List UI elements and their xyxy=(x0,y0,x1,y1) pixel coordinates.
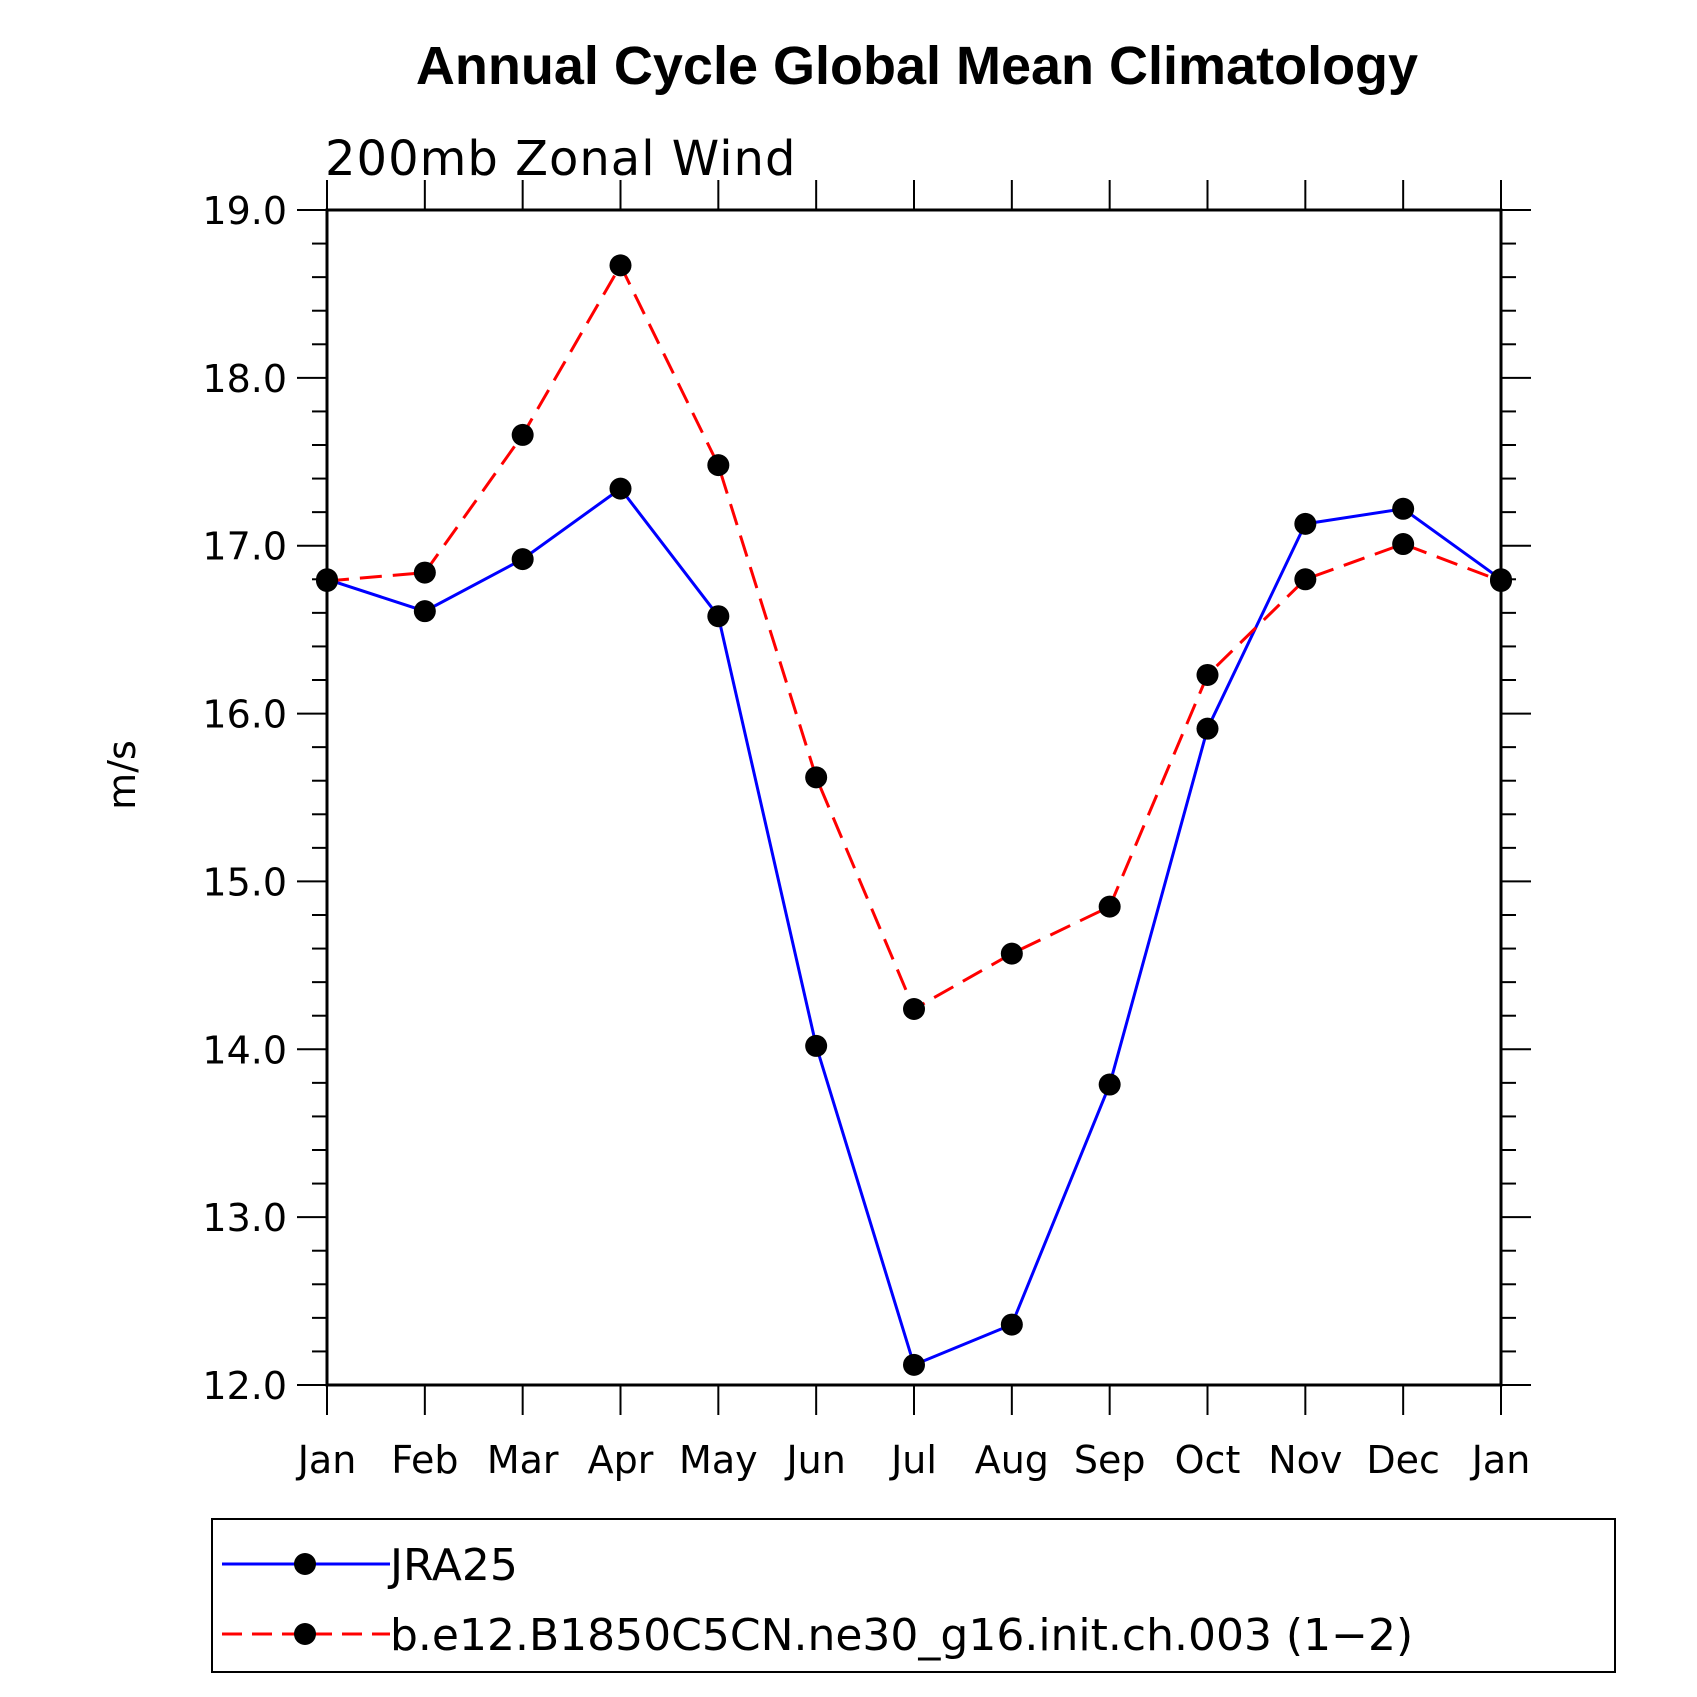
data-point-1 xyxy=(1000,942,1023,965)
y-axis-label: m/s xyxy=(100,740,144,810)
x-tick-label: Mar xyxy=(487,1438,559,1482)
x-tick-labels: Jan Feb Mar Apr May Jun Jul Aug Sep Oct Nov Dec Jan xyxy=(296,1438,1531,1482)
data-point-0 xyxy=(1000,1313,1023,1336)
x-tick-label: Oct xyxy=(1175,1438,1241,1482)
y-tick-labels: 12.0 13.0 14.0 15.0 16.0 17.0 18.0 19.0 xyxy=(202,189,287,1408)
x-tick-label: Sep xyxy=(1074,1438,1146,1482)
y-tick-label: 13.0 xyxy=(202,1196,287,1240)
x-tick-label: Feb xyxy=(391,1438,458,1482)
series-points xyxy=(316,254,1512,1376)
series-lines xyxy=(326,262,1502,1367)
data-point-1 xyxy=(707,454,730,477)
axis-ticks xyxy=(297,180,1531,1415)
y-tick-label: 15.0 xyxy=(202,860,287,904)
data-point-0 xyxy=(413,600,436,623)
x-tick-label: Nov xyxy=(1268,1438,1342,1482)
series-line-0 xyxy=(326,486,1502,1367)
data-point-1 xyxy=(1098,895,1121,918)
legend: JRA25 b.e12.B1850C5CN.ne30_g16.init.ch.0… xyxy=(211,1518,1616,1673)
legend-box xyxy=(211,1518,1616,1673)
data-point-1 xyxy=(1294,568,1317,591)
legend-marker-model xyxy=(294,1623,316,1645)
data-point-1 xyxy=(609,254,632,277)
data-point-1 xyxy=(805,766,828,789)
data-point-0 xyxy=(1098,1073,1121,1096)
y-tick-label: 14.0 xyxy=(202,1028,287,1072)
x-tick-label: Apr xyxy=(588,1438,654,1482)
legend-label-model: b.e12.B1850C5CN.ne30_g16.init.ch.003 (1−… xyxy=(390,1610,1413,1661)
data-point-1 xyxy=(511,423,534,446)
series-line-1 xyxy=(326,262,1502,1012)
plot-frame xyxy=(325,208,1503,1387)
y-tick-label: 19.0 xyxy=(202,189,287,233)
data-point-0 xyxy=(805,1034,828,1057)
data-point-0 xyxy=(609,477,632,500)
chart-subtitle: 200mb Zonal Wind xyxy=(325,131,796,187)
y-tick-label: 17.0 xyxy=(202,525,287,569)
data-point-0 xyxy=(1196,717,1219,740)
legend-label-jra25: JRA25 xyxy=(387,1540,518,1591)
x-tick-label: Jul xyxy=(889,1438,937,1482)
x-tick-label: May xyxy=(679,1438,758,1482)
data-point-0 xyxy=(511,548,534,571)
data-point-1 xyxy=(903,998,925,1020)
x-tick-label: Jun xyxy=(784,1438,845,1482)
y-tick-label: 12.0 xyxy=(202,1364,287,1408)
legend-marker-jra25 xyxy=(294,1553,316,1575)
x-tick-label: Jan xyxy=(1470,1438,1531,1482)
data-point-0 xyxy=(707,605,730,628)
data-point-1 xyxy=(1196,663,1219,686)
data-point-1 xyxy=(413,561,436,584)
x-tick-label: Aug xyxy=(975,1438,1049,1482)
y-tick-label: 16.0 xyxy=(202,693,287,737)
data-point-0 xyxy=(1392,497,1415,520)
y-tick-label: 18.0 xyxy=(202,357,287,401)
chart-title: Annual Cycle Global Mean Climatology xyxy=(416,36,1418,96)
x-tick-label: Dec xyxy=(1366,1438,1440,1482)
data-point-0 xyxy=(903,1353,925,1376)
data-point-0 xyxy=(1294,512,1317,535)
data-point-1 xyxy=(1392,533,1415,556)
x-tick-label: Jan xyxy=(296,1438,357,1482)
